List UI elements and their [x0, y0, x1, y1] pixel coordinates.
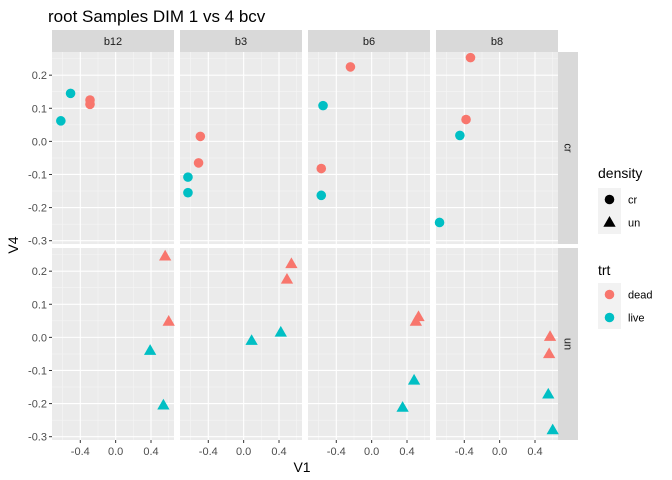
data-point-live-cr [183, 172, 193, 182]
data-point-live-un [274, 325, 287, 337]
facet-row-strip-label: un [562, 338, 574, 350]
data-point-dead-cr [195, 131, 206, 142]
panel-background [52, 52, 174, 244]
y-tick-label: -0.2 [28, 399, 47, 411]
facet-panel-b3-un [180, 248, 302, 440]
data-point-dead-cr [193, 158, 204, 168]
data-point-dead-cr [465, 52, 476, 63]
legend-label-cr: cr [628, 195, 638, 207]
x-tick-label: 0.0 [492, 446, 507, 458]
chart-title: root Samples DIM 1 vs 4 bcv [48, 7, 266, 26]
data-point-dead-cr [345, 62, 356, 72]
facet-strip-label: b8 [491, 36, 503, 48]
y-tick-label: 0.0 [32, 136, 47, 148]
panel-background [436, 52, 558, 244]
data-point-dead-un [543, 330, 557, 341]
facet-strip-b12 [52, 30, 174, 52]
data-point-live-un [542, 387, 555, 399]
legend-key-cr [604, 194, 615, 205]
y-tick-label: -0.1 [28, 365, 47, 377]
facet-panel-b3-cr [180, 52, 302, 244]
data-point-live-un [245, 334, 258, 345]
facet-panel-b6-un [308, 248, 430, 440]
data-point-live-cr [455, 130, 465, 141]
facet-panel-b12-cr [52, 52, 174, 244]
y-tick-label: 0.2 [32, 70, 47, 82]
legend-label-live: live [628, 313, 645, 325]
legend-key-dead [604, 289, 615, 300]
data-point-live-cr [318, 100, 328, 111]
facet-panel-b6-cr [308, 52, 430, 244]
panel-background [308, 248, 430, 440]
data-point-live-un [396, 401, 409, 412]
data-point-live-cr [316, 190, 327, 201]
data-point-live-cr [56, 116, 66, 126]
x-tick-label: -0.4 [455, 446, 474, 458]
x-tick-label: 0.0 [108, 446, 123, 458]
facet-strip-label: b12 [104, 36, 122, 48]
panel-background [436, 248, 558, 440]
panel-background [52, 248, 174, 440]
x-axis-label: V1 [293, 459, 310, 475]
y-tick-label: 0.0 [32, 332, 47, 344]
facet-row-strip-un [557, 248, 578, 440]
data-point-dead-un [285, 257, 298, 269]
facet-grid: b12 b3 b6 b8 cr un 0.2 0.1 0.0 -0.1 -0.2 -0.3 0.2 0.1… [28, 30, 578, 458]
facet-strip-b6 [308, 30, 430, 52]
data-point-dead-un [159, 249, 172, 261]
data-point-dead-cr [316, 163, 327, 174]
facet-panel-b12-un [52, 248, 174, 440]
data-point-dead-un [409, 315, 423, 326]
x-tick-label: 0.0 [364, 446, 379, 458]
x-tick-label: 0.4 [271, 446, 286, 458]
data-point-dead-cr [85, 99, 95, 110]
data-point-live-un [546, 423, 559, 435]
legend: density cr un trt dead live [598, 165, 652, 329]
x-tick-label: 0.4 [399, 446, 414, 458]
y-tick-label: 0.1 [32, 299, 47, 311]
legend-key-live [604, 312, 615, 323]
data-point-dead-un [162, 315, 175, 326]
data-point-dead-un [543, 347, 556, 359]
facet-panel-b8-cr [436, 52, 558, 244]
facet-row-strip-label: cr [562, 143, 574, 153]
facet-panel-b8-un [436, 248, 558, 440]
data-point-dead-cr [461, 114, 471, 125]
facet-strip-b8 [436, 30, 558, 52]
data-point-live-un [143, 344, 157, 355]
x-tick-label: 0.0 [236, 446, 251, 458]
y-tick-label: -0.1 [28, 169, 47, 181]
legend-title-trt: trt [598, 262, 611, 278]
legend-label-dead: dead [628, 290, 652, 302]
x-tick-label: -0.4 [71, 446, 90, 458]
data-point-live-cr [434, 217, 445, 228]
facet-strip-label: b3 [235, 36, 247, 48]
legend-label-un: un [628, 218, 640, 230]
legend-key-un [603, 216, 616, 227]
y-tick-label: -0.2 [28, 203, 47, 215]
y-tick-label: 0.1 [32, 103, 47, 115]
x-tick-label: -0.4 [199, 446, 218, 458]
y-tick-label: -0.3 [28, 236, 47, 248]
y-tick-label: -0.3 [28, 432, 47, 444]
facet-strip-label: b6 [363, 36, 375, 48]
data-point-live-un [407, 373, 421, 385]
panel-background [308, 52, 430, 244]
x-tick-label: 0.4 [143, 446, 158, 458]
data-point-live-cr [65, 88, 76, 99]
data-points [56, 52, 559, 435]
facet-row-strip-cr [557, 52, 578, 244]
facet-strip-b3 [180, 30, 302, 52]
y-tick-label: 0.2 [32, 266, 47, 278]
panel-background [180, 248, 302, 440]
data-point-dead-un [280, 272, 294, 284]
x-tick-label: 0.4 [527, 446, 542, 458]
panel-background [180, 52, 302, 244]
y-axis-label: V4 [5, 236, 21, 253]
legend-title-density: density [598, 165, 642, 181]
x-tick-label: -0.4 [327, 446, 346, 458]
data-point-live-cr [183, 187, 193, 198]
data-point-live-un [157, 398, 170, 410]
